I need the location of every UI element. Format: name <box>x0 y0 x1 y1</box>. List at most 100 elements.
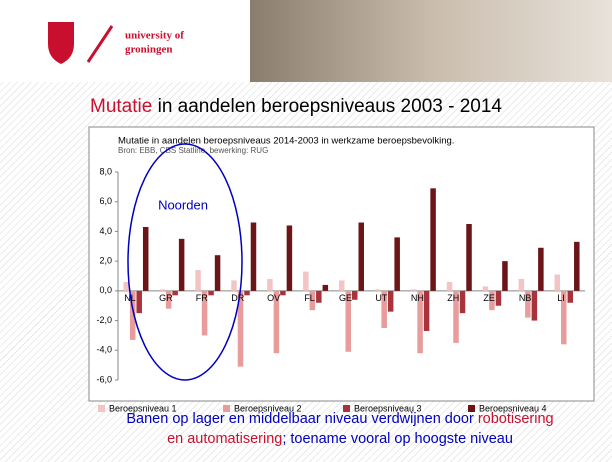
bar <box>172 290 178 296</box>
title-highlight: Mutatie <box>90 96 152 117</box>
bar <box>430 188 436 291</box>
bar <box>352 290 358 300</box>
x-tick-label: GE <box>339 293 352 303</box>
y-tick-label: -6,0 <box>96 374 112 384</box>
bar <box>502 261 508 291</box>
bar <box>453 290 459 343</box>
bar <box>273 290 280 354</box>
y-tick-label: 6,0 <box>99 196 112 206</box>
caption: en automatisering; toename vooral op hoo… <box>167 431 513 447</box>
bar <box>286 225 293 291</box>
bar <box>574 241 580 291</box>
legend-label: Beroepsniveau 4 <box>479 403 547 413</box>
bar <box>303 271 309 291</box>
bar <box>381 290 387 328</box>
bar <box>531 290 538 321</box>
x-tick-label: OV <box>267 293 280 303</box>
bar <box>214 255 221 291</box>
slide-title: Mutatie in aandelen beroepsniveaus 2003 … <box>90 96 502 117</box>
bar <box>489 290 495 311</box>
bar <box>208 290 214 296</box>
bar <box>459 290 466 314</box>
y-tick-label: 4,0 <box>99 226 112 236</box>
chart-box <box>88 126 595 402</box>
y-tick-label: -2,0 <box>96 315 112 325</box>
bar <box>129 290 136 340</box>
x-tick-label: ZH <box>447 293 459 303</box>
x-tick-label: GR <box>159 293 173 303</box>
bar <box>374 289 381 291</box>
y-tick-label: 2,0 <box>99 256 112 266</box>
bar <box>423 290 430 331</box>
caption-part: ; toename vooral op hoogste niveau <box>282 431 513 447</box>
annotation: Noorden <box>158 197 208 212</box>
bar <box>250 222 257 291</box>
bar <box>159 289 165 291</box>
legend-label: Beroepsniveau 3 <box>354 403 422 413</box>
logo-text: groningen <box>125 44 172 56</box>
bar <box>322 284 329 291</box>
bar <box>554 274 561 291</box>
bar <box>466 224 472 291</box>
legend-swatch <box>468 405 475 412</box>
bar <box>446 281 453 291</box>
bar <box>136 290 142 314</box>
bar <box>561 290 567 345</box>
bar <box>482 286 489 291</box>
bar <box>195 270 201 291</box>
title-rest: in aandelen beroepsniveaus 2003 - 2014 <box>152 96 502 117</box>
bar <box>237 290 244 367</box>
x-tick-label: NB <box>519 293 532 303</box>
bar <box>495 290 502 306</box>
bar <box>417 290 423 354</box>
chart-title: Mutatie in aandelen beroepsniveaus 2014-… <box>118 136 454 147</box>
banner-photo <box>250 0 612 82</box>
logo-text: university of <box>125 30 184 42</box>
bar <box>142 226 149 291</box>
x-tick-label: FL <box>304 293 315 303</box>
logo-slash <box>86 25 114 63</box>
logo-shield <box>48 22 74 64</box>
y-tick-label: 0,0 <box>99 285 112 295</box>
bar <box>394 237 400 291</box>
bar <box>538 247 544 291</box>
legend-label: Beroepsniveau 1 <box>109 403 177 413</box>
bar <box>231 280 237 291</box>
y-tick-label: -4,0 <box>96 345 112 355</box>
x-tick-label: ZE <box>483 293 495 303</box>
bar <box>165 290 172 309</box>
bar <box>280 290 286 296</box>
highlight-ellipse <box>127 143 243 381</box>
x-tick-label: FR <box>196 293 208 303</box>
legend-label: Beroepsniveau 2 <box>234 403 302 413</box>
bar <box>267 278 273 291</box>
caption-part: Banen op lager en middelbaar niveau verd… <box>126 411 477 427</box>
legend-swatch <box>98 405 105 412</box>
bar <box>201 290 208 336</box>
bar <box>316 290 322 303</box>
bar <box>178 238 185 291</box>
bar <box>309 290 316 311</box>
y-tick-label: 8,0 <box>99 166 112 176</box>
bar <box>345 290 351 352</box>
x-tick-label: UT <box>375 293 387 303</box>
x-tick-label: DR <box>231 293 244 303</box>
chart-subtitle: Bron: EBB, CBS Statline, bewerking: RUG <box>118 146 268 155</box>
bar <box>410 289 417 291</box>
caption-part: robotisering <box>478 411 554 427</box>
bar <box>123 281 129 291</box>
legend-swatch <box>223 405 230 412</box>
bar <box>525 290 531 318</box>
legend-swatch <box>343 405 350 412</box>
bar <box>244 290 250 296</box>
bar <box>358 222 364 291</box>
caption-part: en automatisering <box>167 431 282 447</box>
bar <box>518 278 525 291</box>
bar <box>567 290 574 303</box>
x-tick-label: NH <box>411 293 424 303</box>
x-tick-label: LI <box>557 293 565 303</box>
bar <box>339 280 345 291</box>
caption: Banen op lager en middelbaar niveau verd… <box>126 411 553 427</box>
bar <box>387 290 394 312</box>
